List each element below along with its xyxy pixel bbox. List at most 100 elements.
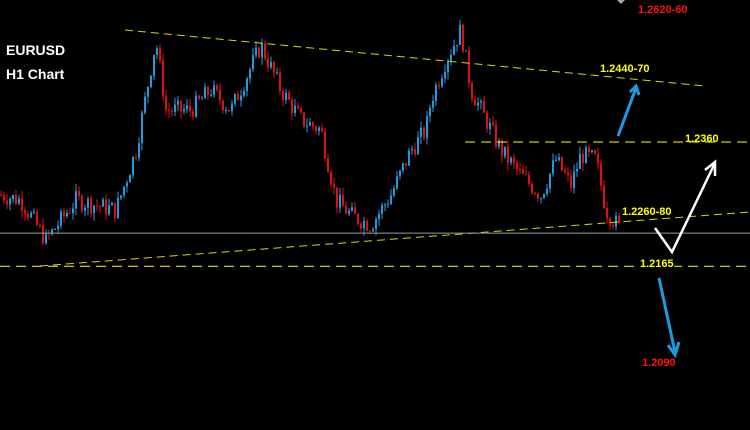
candle-body	[267, 58, 269, 68]
candle-body	[264, 43, 266, 59]
candle-body	[111, 202, 113, 206]
candle-body	[369, 230, 371, 232]
candle-body	[510, 157, 512, 163]
candle-body	[210, 94, 212, 96]
candle-body	[279, 72, 281, 91]
candle-body	[513, 157, 515, 163]
candle-body	[216, 85, 218, 90]
candle-body	[489, 122, 491, 129]
candle-body	[408, 150, 410, 166]
annotation-label: 1.2260-80	[622, 206, 672, 218]
candles	[0, 19, 620, 246]
candle-body	[519, 169, 521, 171]
candle-body	[423, 127, 425, 138]
candle-body	[318, 127, 320, 132]
upper-trendline	[124, 29, 706, 87]
candle-body	[363, 220, 365, 229]
candle-body	[162, 60, 164, 97]
bearish-arrow-down	[657, 277, 681, 359]
annotation-label: 1.2440-70	[600, 63, 650, 75]
candle-body	[195, 95, 197, 117]
candle-body	[132, 156, 134, 176]
candle-body	[495, 125, 497, 147]
candle-body	[231, 103, 233, 112]
candle-body	[75, 191, 77, 209]
candle-body	[315, 126, 317, 132]
candle-body	[447, 60, 449, 73]
candle-body	[579, 153, 581, 170]
candle-body	[246, 78, 248, 92]
candle-body	[348, 210, 350, 214]
candle-body	[189, 105, 191, 112]
candle-body	[204, 87, 206, 99]
candle-body	[21, 198, 23, 211]
candle-body	[333, 184, 335, 188]
candle-body	[291, 99, 293, 114]
candle-body	[549, 173, 551, 189]
candle-body	[249, 69, 251, 79]
candle-body	[51, 229, 53, 235]
candle-body	[525, 173, 527, 175]
candle-body	[306, 125, 308, 127]
candle-body	[156, 48, 158, 55]
symbol-title: EURUSD	[6, 42, 66, 58]
candle-body	[3, 195, 5, 201]
candle-body	[534, 192, 536, 194]
candle-body	[282, 90, 284, 101]
candle-body	[540, 197, 542, 199]
candle-body	[141, 112, 143, 144]
candle-body	[414, 149, 416, 155]
candle-body	[117, 197, 119, 218]
candle-body	[165, 96, 167, 111]
candle-body	[309, 122, 311, 126]
candle-body	[225, 109, 227, 111]
timeframe-title: H1 Chart	[6, 66, 65, 82]
candle-body	[456, 44, 458, 46]
candle-body	[321, 127, 323, 132]
candle-body	[459, 24, 461, 45]
candle-body	[435, 84, 437, 101]
candle-body	[615, 215, 617, 227]
candle-body	[90, 198, 92, 214]
candle-body	[441, 78, 443, 87]
candle-body	[573, 171, 575, 189]
candle-body	[528, 174, 530, 184]
candle-body	[93, 205, 95, 214]
candle-body	[144, 96, 146, 113]
candle-body	[96, 205, 98, 207]
candle-body	[588, 147, 590, 153]
candle-body	[552, 160, 554, 174]
candle-body	[105, 199, 107, 215]
candle-body	[6, 200, 8, 205]
candle-body	[312, 122, 314, 127]
scenario-arrow	[653, 159, 717, 255]
candle-body	[183, 109, 185, 112]
candle-body	[342, 194, 344, 206]
candle-body	[198, 95, 200, 99]
candle-body	[396, 176, 398, 189]
candle-body	[387, 204, 389, 206]
candle-body	[177, 100, 179, 105]
candle-body	[558, 157, 560, 160]
candle-body	[222, 100, 224, 110]
candle-body	[543, 194, 545, 198]
candle-body	[591, 150, 593, 153]
candle-body	[372, 229, 374, 232]
candle-body	[135, 156, 137, 158]
candle-body	[381, 205, 383, 214]
candle-body	[81, 196, 83, 211]
candle-body	[303, 112, 305, 127]
candle-body	[339, 194, 341, 208]
candle-body	[174, 104, 176, 112]
candle-body	[522, 169, 524, 174]
candle-body	[609, 218, 611, 225]
candle-body	[597, 153, 599, 164]
candle-body	[330, 172, 332, 185]
candle-body	[147, 86, 149, 97]
candle-body	[600, 163, 602, 186]
candle-body	[237, 93, 239, 101]
candle-body	[42, 225, 44, 244]
candle-body	[531, 183, 533, 193]
candle-body	[30, 212, 32, 218]
